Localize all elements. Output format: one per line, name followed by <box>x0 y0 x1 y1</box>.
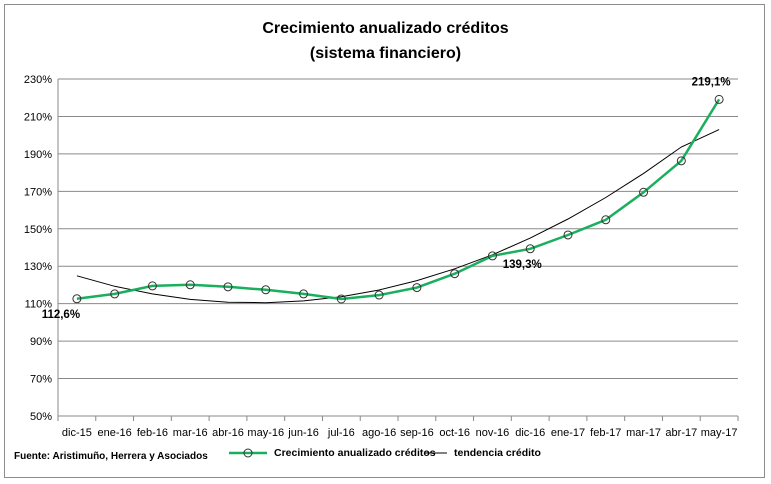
x-tick-label: dic-16 <box>515 427 545 439</box>
axes: 50% 70% 90% 110% 130% 150% 170% 190% 210% 230% dic… <box>24 74 739 439</box>
y-tick-label: 210% <box>24 111 52 123</box>
data-label: 219,1% <box>692 76 731 88</box>
data-label: 112,6% <box>42 309 80 321</box>
data-point <box>639 187 649 197</box>
data-point <box>450 269 460 279</box>
data-point <box>185 280 195 290</box>
chart-title: Crecimiento anualizado créditos <box>262 20 509 37</box>
data-point <box>676 156 686 166</box>
x-tick-label: may-17 <box>701 427 738 439</box>
data-label: 139,3% <box>503 259 542 271</box>
trend-line <box>76 129 720 304</box>
x-tick-label: abr-17 <box>665 427 697 439</box>
y-tick-label: 150% <box>24 224 52 236</box>
data-point <box>261 285 271 295</box>
data-point <box>223 282 233 292</box>
x-tick-label: ene-16 <box>98 427 132 439</box>
y-tick-label: 90% <box>30 336 52 348</box>
source-note: Fuente: Aristimuño, Herrera y Asociados <box>14 451 208 462</box>
x-tick-label: dic-15 <box>62 427 92 439</box>
data-point <box>601 215 611 225</box>
x-tick-label: jul-16 <box>327 427 355 439</box>
data-point <box>412 283 422 293</box>
data-labels: 112,6% 139,3% 219,1% <box>42 76 731 320</box>
legend-item-crecimiento: Crecimiento anualizado créditos <box>228 447 436 459</box>
legend-line-marker-icon <box>229 448 267 458</box>
x-tick-label: oct-16 <box>439 427 470 439</box>
legend-label-tendencia: tendencia crédito <box>454 447 541 459</box>
x-tick-label: may-16 <box>247 427 284 439</box>
x-tick-label: feb-17 <box>590 427 621 439</box>
y-tick-label: 110% <box>25 299 53 311</box>
data-point <box>299 289 309 299</box>
data-point <box>563 230 573 240</box>
y-tick-label: 170% <box>24 186 52 198</box>
data-point <box>72 294 82 304</box>
x-tick-label: ago-16 <box>362 427 396 439</box>
series <box>72 94 724 304</box>
data-point <box>147 281 157 291</box>
data-point <box>336 294 346 304</box>
legend-line-icon <box>425 452 447 454</box>
chart-subtitle: (sistema financiero) <box>309 45 462 62</box>
x-tick-label: mar-17 <box>626 427 661 439</box>
y-tick-label: 70% <box>30 374 52 386</box>
data-point <box>714 94 724 104</box>
data-point <box>110 289 120 299</box>
y-tick-label: 50% <box>30 411 52 423</box>
x-tick-label: abr-16 <box>212 427 244 439</box>
x-tick-label: nov-16 <box>476 427 510 439</box>
legend-item-tendencia: tendencia crédito <box>424 447 541 459</box>
grid <box>58 78 738 417</box>
x-tick-label: sep-16 <box>400 427 434 439</box>
data-point <box>374 290 384 300</box>
data-point <box>525 244 535 254</box>
x-tick-label: mar-16 <box>173 427 208 439</box>
legend-label-crecimiento: Crecimiento anualizado créditos <box>274 447 436 459</box>
x-tick-label: jun-16 <box>287 427 319 439</box>
data-point <box>487 251 497 261</box>
y-tick-label: 130% <box>24 261 52 273</box>
chart-frame <box>4 4 765 478</box>
y-tick-label: 190% <box>24 149 52 161</box>
series-line-crecimiento <box>76 98 721 301</box>
y-tick-label: 230% <box>24 74 52 86</box>
x-tick-label: ene-17 <box>551 427 585 439</box>
x-tick-label: feb-16 <box>137 427 168 439</box>
